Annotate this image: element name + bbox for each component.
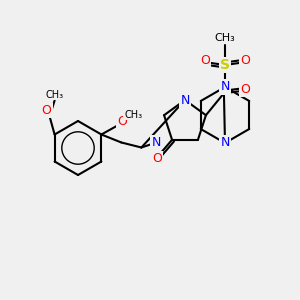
Text: O: O — [240, 53, 250, 67]
Text: N: N — [152, 136, 161, 149]
Text: CH₃: CH₃ — [46, 89, 64, 100]
Text: O: O — [200, 53, 210, 67]
Text: O: O — [240, 83, 250, 96]
Text: O: O — [117, 115, 127, 128]
Text: O: O — [152, 152, 162, 165]
Text: N: N — [220, 80, 230, 94]
Text: CH₃: CH₃ — [214, 33, 236, 43]
Text: N: N — [220, 136, 230, 149]
Text: O: O — [42, 104, 52, 117]
Text: CH₃: CH₃ — [124, 110, 142, 119]
Text: N: N — [180, 94, 190, 106]
Text: S: S — [220, 58, 230, 72]
